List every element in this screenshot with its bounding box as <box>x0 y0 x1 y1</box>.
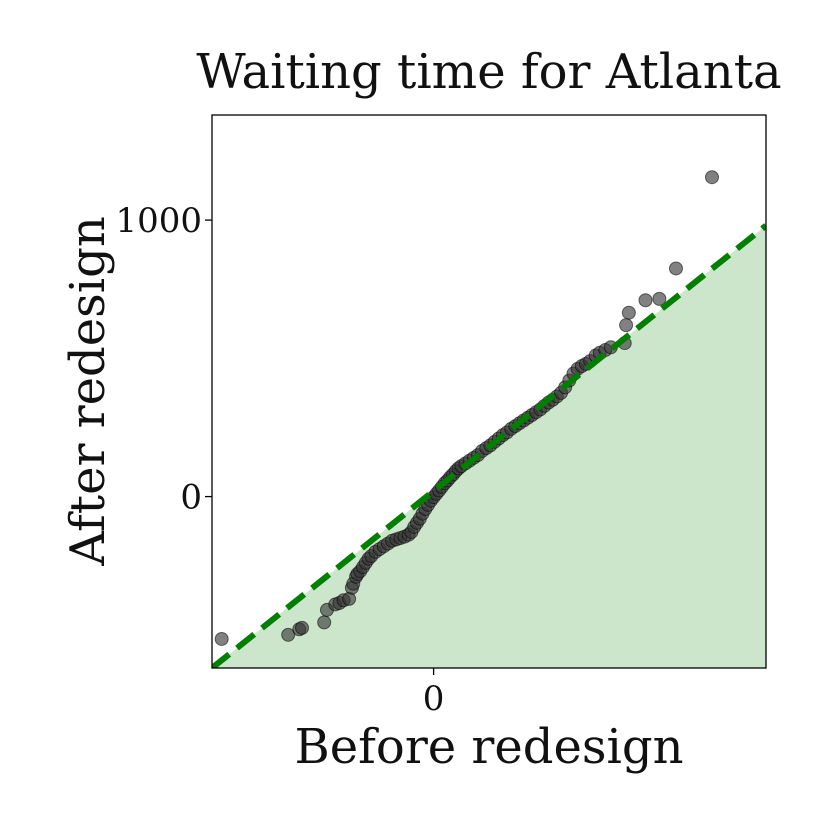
data-point <box>214 631 229 646</box>
data-point <box>621 305 636 320</box>
data-point <box>668 261 683 276</box>
y-tick-label: 1000 <box>115 201 202 241</box>
chart-title: Waiting time for Atlanta <box>196 44 781 100</box>
x-axis-ticks: 0 <box>423 668 445 719</box>
data-point <box>317 615 332 630</box>
data-point <box>638 293 653 308</box>
data-point <box>295 620 310 635</box>
y-tick-label: 0 <box>180 478 202 518</box>
data-point <box>652 291 667 306</box>
y-axis-label: After redesign <box>60 216 116 567</box>
plot-frame <box>211 114 767 669</box>
reference-diagonal-line <box>212 223 766 668</box>
x-tick-label: 0 <box>423 679 445 719</box>
data-point <box>619 318 634 333</box>
data-point <box>281 627 296 642</box>
y-axis-ticks: 0 1000 <box>115 201 212 518</box>
plot-area <box>212 170 766 668</box>
x-axis-label: Before redesign <box>294 719 683 775</box>
data-point <box>704 170 719 185</box>
